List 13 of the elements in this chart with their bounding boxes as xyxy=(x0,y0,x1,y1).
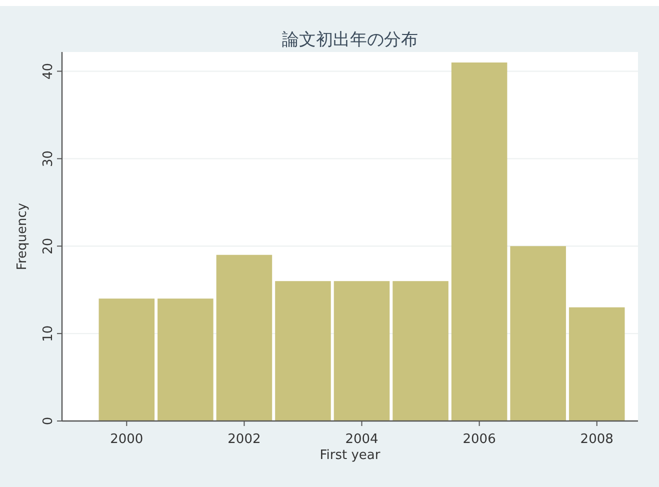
x-tick-label: 2008 xyxy=(580,432,614,447)
y-tick-label: 10 xyxy=(41,325,56,342)
y-tick-label: 40 xyxy=(41,62,56,80)
chart-title: 論文初出年の分布 xyxy=(282,30,418,50)
y-tick-label: 30 xyxy=(41,150,56,167)
x-tick-label: 2006 xyxy=(462,432,496,447)
x-tick-label: 2002 xyxy=(228,432,261,447)
y-tick-label: 0 xyxy=(41,416,56,426)
y-axis-title: Frequency xyxy=(15,202,30,270)
x-tick-label: 2000 xyxy=(110,432,144,447)
y-tick-label: 20 xyxy=(41,238,56,254)
x-tick-label: 2004 xyxy=(345,432,378,447)
x-axis-title: First year xyxy=(320,448,381,463)
